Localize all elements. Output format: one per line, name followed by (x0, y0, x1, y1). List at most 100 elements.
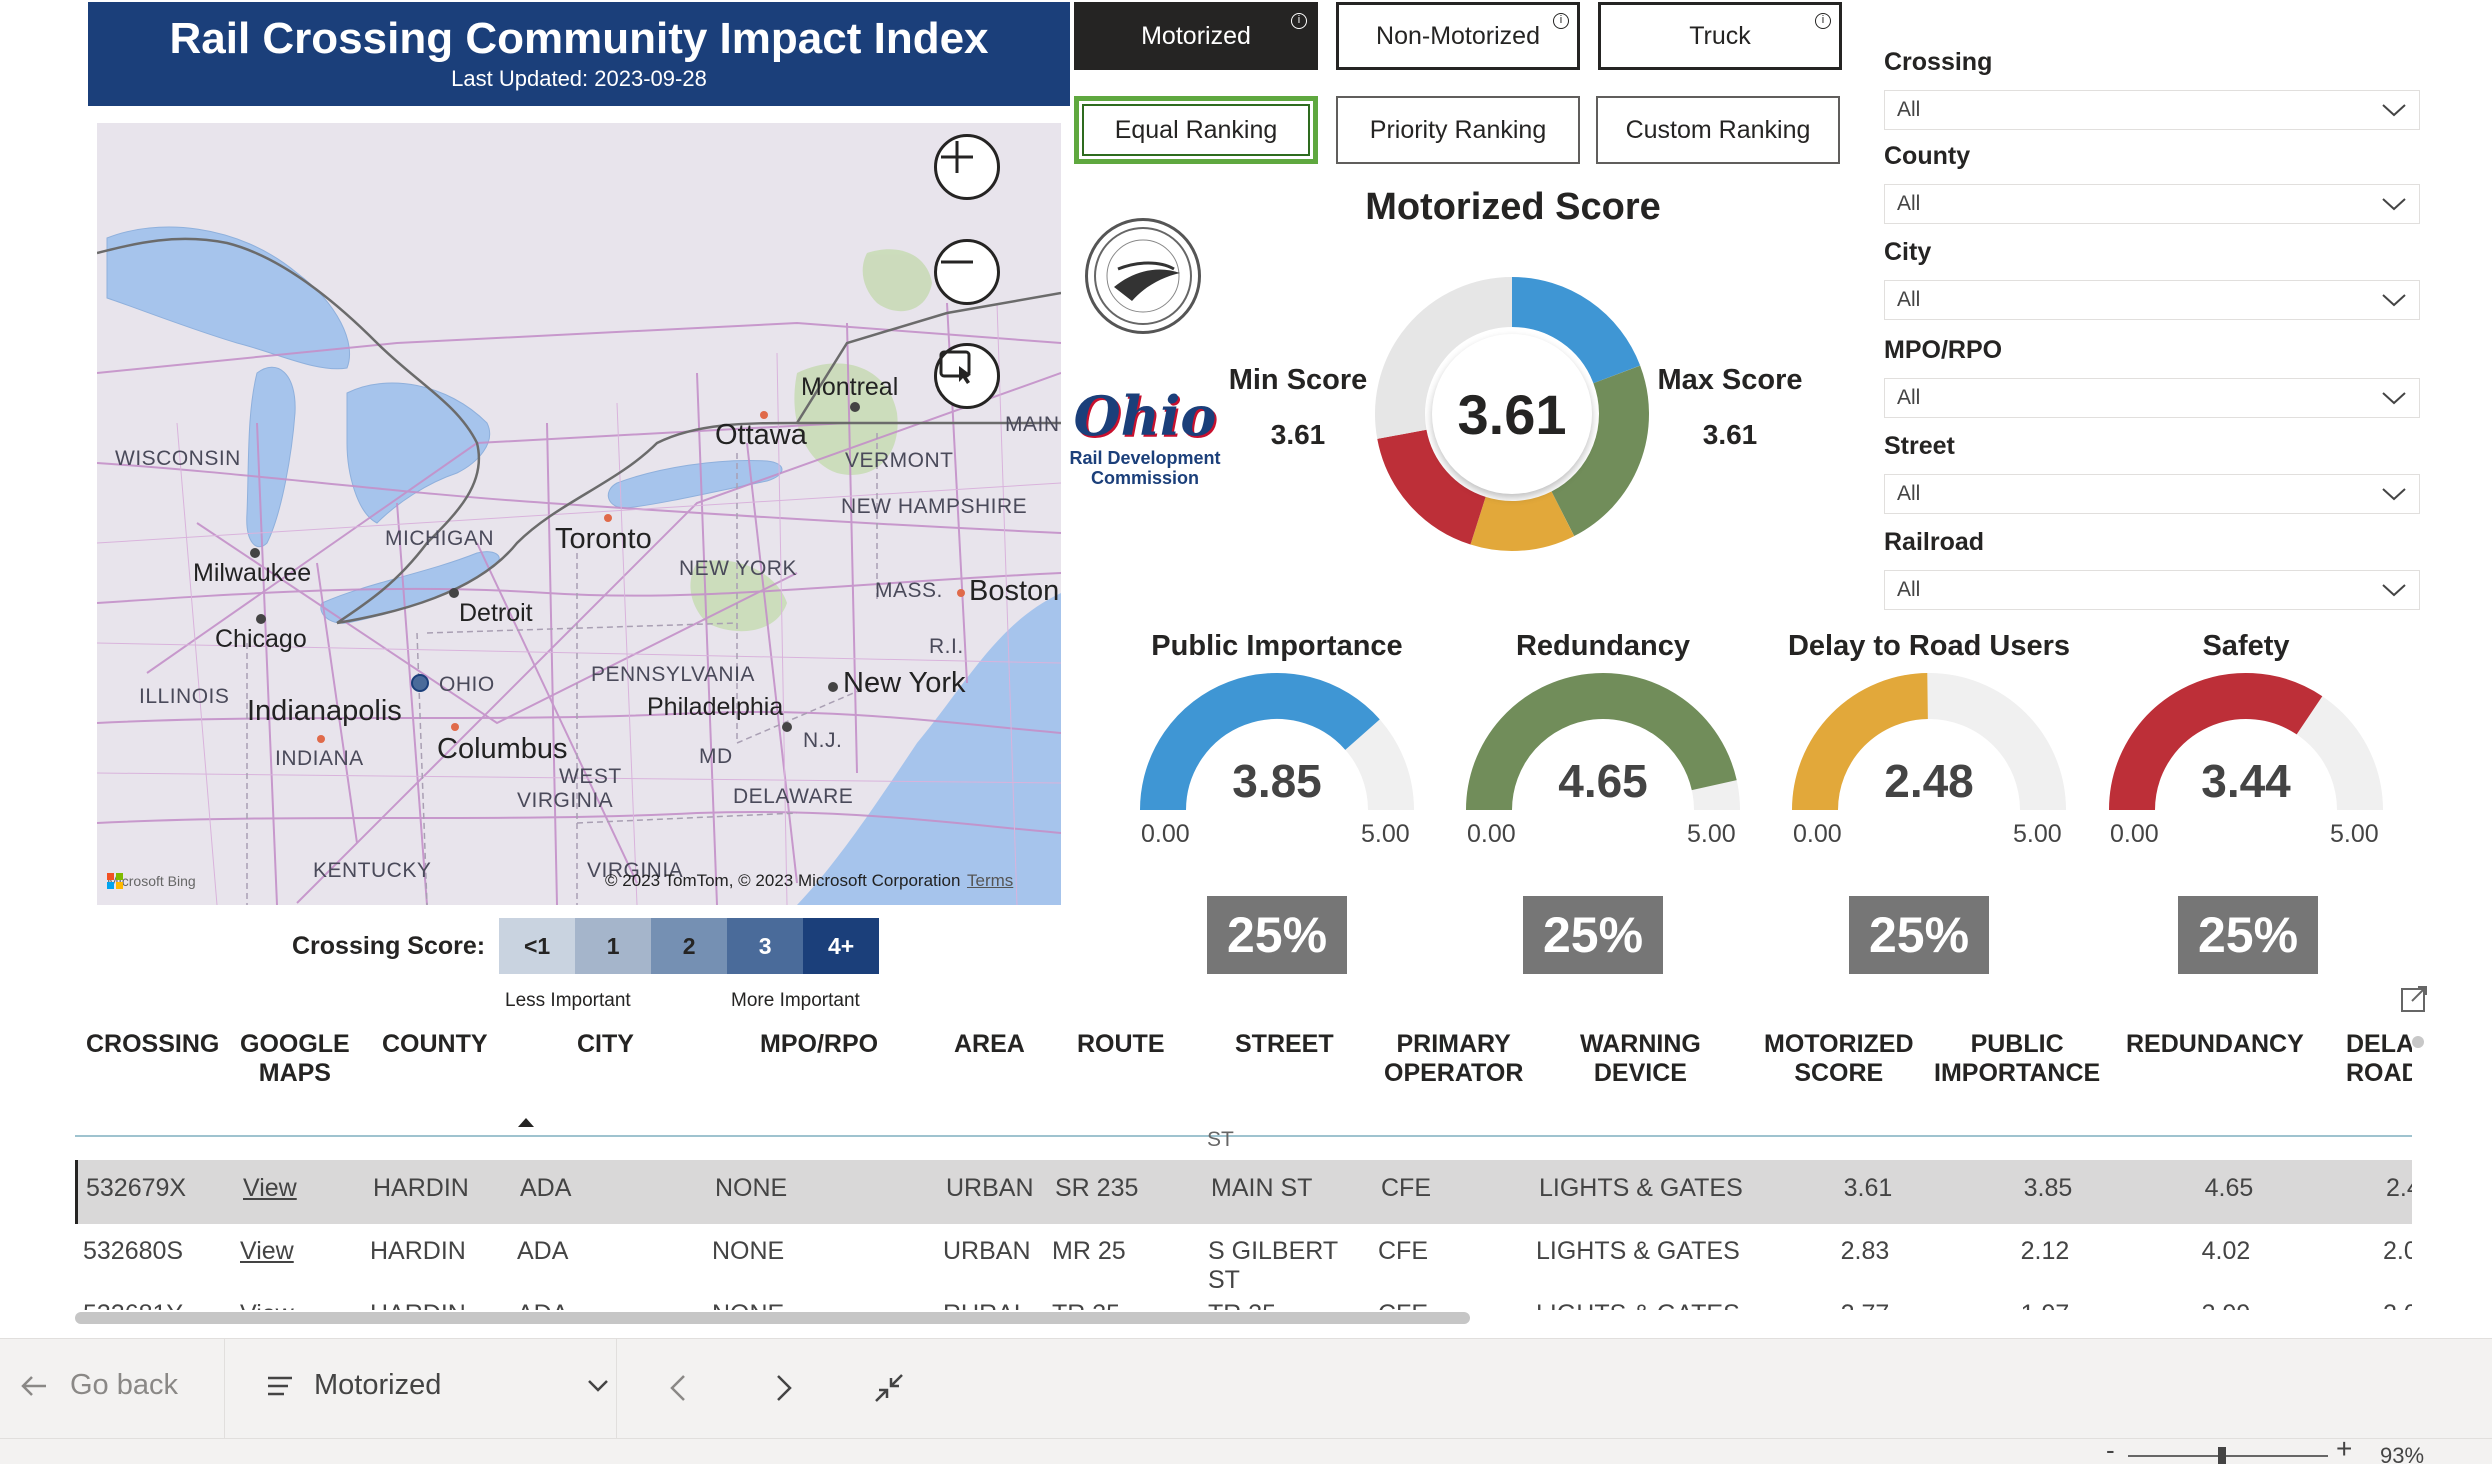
column-header-mpo-rpo[interactable]: MPO/RPO (760, 1030, 879, 1058)
mpo-rpo-dropdown[interactable]: All (1884, 378, 2420, 418)
crossing-score-label: Crossing Score: (292, 931, 486, 960)
crossing-score-legend: Crossing Score: <1 1 2 3 4+ (292, 918, 880, 974)
cell-city: ADA (520, 1174, 572, 1202)
county-dropdown[interactable]: All (1884, 184, 2420, 224)
non-motorized-button[interactable]: Non-Motorized i (1336, 2, 1580, 70)
cell-crossing: 532679X (86, 1174, 187, 1202)
map-label: R.I. (929, 635, 964, 658)
non-motorized-button-label: Non-Motorized (1376, 21, 1540, 50)
sort-ascending-icon[interactable] (518, 1118, 534, 1127)
cell-google-maps-link[interactable]: View (243, 1174, 297, 1202)
gauge-fill[interactable] (1792, 673, 1929, 811)
cell-operator: CFE (1378, 1237, 1428, 1265)
gauge-max: 5.00 (2013, 820, 2062, 848)
donut-segment[interactable] (1375, 277, 1513, 439)
weight-badge: 25% (1523, 896, 1663, 974)
column-header-primary-operator[interactable]: PRIMARY OPERATOR (1384, 1030, 1524, 1087)
column-header-street[interactable]: STREET (1235, 1030, 1334, 1058)
map-label: VERMONT (845, 449, 954, 472)
exit-fullscreen-icon[interactable] (874, 1373, 904, 1403)
cell-county: HARDIN (370, 1237, 466, 1265)
dropdown-value: All (1897, 288, 1921, 311)
gauge-fill[interactable] (2109, 673, 2323, 811)
weight-badge: 25% (2178, 896, 2318, 974)
arrow-left-icon (21, 1375, 46, 1396)
title-banner: Rail Crossing Community Impact Index Las… (88, 2, 1070, 106)
cell-google-maps-link[interactable]: View (240, 1300, 294, 1310)
column-header-county[interactable]: COUNTY (382, 1030, 488, 1058)
railroad-dropdown[interactable]: All (1884, 570, 2420, 610)
table-body: 532679X View HARDIN ADA NONE URBAN SR 23… (75, 1160, 2412, 1310)
cell-mpo-rpo: NONE (712, 1237, 785, 1265)
column-header-city[interactable]: CITY (577, 1030, 634, 1058)
table-row[interactable]: 532679X View HARDIN ADA NONE URBAN SR 23… (75, 1160, 2412, 1224)
column-header-area[interactable]: AREA (954, 1030, 1025, 1058)
crossing-dropdown[interactable]: All (1884, 90, 2420, 130)
gauge-value: 4.65 (1558, 755, 1648, 807)
zoom-out-control[interactable]: - (2106, 1435, 2115, 1464)
dropdown-value: All (1897, 482, 1921, 505)
header-divider (75, 1135, 2412, 1137)
donut-segment[interactable] (1550, 365, 1649, 537)
pages-list-icon (268, 1376, 292, 1395)
focus-mode-icon[interactable] (2400, 985, 2428, 1013)
donut-segment[interactable] (1470, 491, 1575, 551)
zoom-out-button[interactable] (934, 239, 1000, 305)
priority-ranking-button[interactable]: Priority Ranking (1336, 96, 1580, 164)
equal-ranking-button[interactable]: Equal Ranking (1074, 96, 1318, 164)
zoom-in-control[interactable]: + (2336, 1433, 2353, 1464)
cell-route: MR 25 (1052, 1237, 1126, 1265)
minus-icon (941, 260, 973, 264)
next-page-icon[interactable] (774, 1373, 794, 1403)
max-score-label: Max Score (1657, 364, 1803, 396)
column-header-redundancy[interactable]: REDUNDANCY (2126, 1030, 2304, 1058)
info-icon[interactable]: i (1291, 13, 1307, 29)
donut-segment[interactable] (1511, 277, 1641, 385)
gauge-value: 3.44 (2201, 755, 2291, 807)
cell-google-maps-link[interactable]: View (240, 1237, 294, 1265)
column-header-crossing[interactable]: CROSSING (86, 1030, 220, 1058)
map-label: MAIN (1005, 413, 1060, 436)
horizontal-scrollbar[interactable] (75, 1312, 1470, 1324)
min-score: Min Score 3.61 (1198, 364, 1398, 451)
zoom-slider-thumb[interactable] (2218, 1447, 2226, 1464)
map-label: MD (699, 745, 733, 768)
previous-page-icon[interactable] (668, 1373, 688, 1403)
column-header-warning-device[interactable]: WARNING DEVICE (1580, 1030, 1701, 1087)
column-header-google-maps[interactable]: GOOGLE MAPS (240, 1030, 350, 1087)
go-back-button[interactable]: Go back (20, 1369, 178, 1402)
cell-redundancy: 3.99 (2176, 1300, 2276, 1310)
gauge-fill[interactable] (1466, 673, 1737, 811)
gauge-max: 5.00 (1687, 820, 1736, 848)
score-bin: 4+ (803, 918, 880, 974)
filter-crossing: Crossing All (1884, 48, 2420, 130)
custom-ranking-button[interactable]: Custom Ranking (1596, 96, 1840, 164)
motorized-score-donut (1375, 277, 1649, 551)
donut-segment[interactable] (1377, 428, 1487, 545)
gauge-fill[interactable] (1140, 673, 1380, 811)
column-header-public-importance[interactable]: PUBLIC IMPORTANCE (1934, 1030, 2101, 1087)
table-row[interactable]: 532680S View HARDIN ADA NONE URBAN MR 25… (75, 1223, 2412, 1294)
column-header-motorized-score[interactable]: MOTORIZED SCORE (1764, 1030, 1914, 1087)
motorized-button[interactable]: Motorized i (1074, 2, 1318, 70)
info-icon[interactable]: i (1815, 13, 1831, 29)
map-label: Montreal (801, 373, 899, 401)
info-icon[interactable]: i (1553, 13, 1569, 29)
vertical-scrollbar[interactable] (2412, 1036, 2424, 1048)
page-selector[interactable]: Motorized (266, 1369, 609, 1402)
table-row[interactable]: 532681Y View HARDIN ADA NONE RURAL TR 35… (75, 1286, 2412, 1310)
crossing-map[interactable]: Montreal Ottawa MAIN WISCONSIN VERMONT N… (97, 123, 1061, 905)
map-terms-link[interactable]: Terms (967, 871, 1014, 890)
map-label: NEW HAMPSHIRE (841, 495, 1028, 518)
gauge-max: 5.00 (1361, 820, 1410, 848)
truck-button[interactable]: Truck i (1598, 2, 1842, 70)
city-dropdown[interactable]: All (1884, 280, 2420, 320)
select-area-button[interactable] (934, 343, 1000, 409)
bottom-navigation: Go back Motorized (0, 1338, 2492, 1439)
column-header-route[interactable]: ROUTE (1077, 1030, 1165, 1058)
zoom-slider[interactable] (2128, 1455, 2328, 1457)
street-dropdown[interactable]: All (1884, 474, 2420, 514)
zoom-in-button[interactable] (934, 134, 1000, 200)
rdc-line1: Rail Development (1069, 448, 1221, 468)
